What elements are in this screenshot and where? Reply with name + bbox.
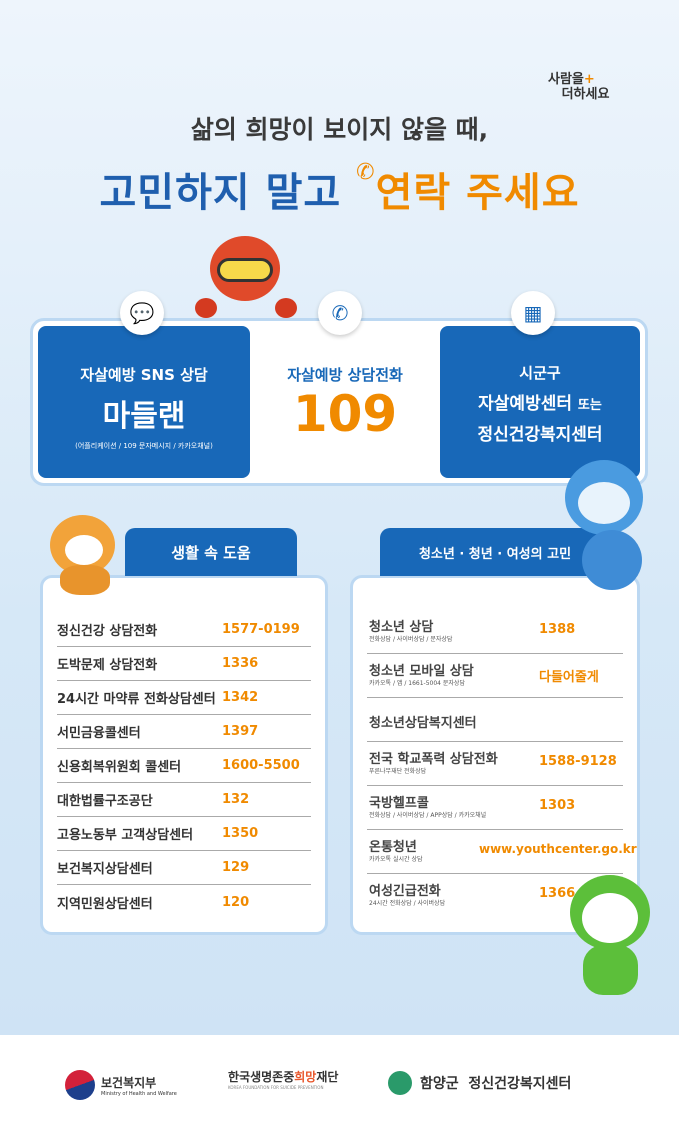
sns-title: 자살예방 SNS 상담 [80,366,208,384]
service-name: 청소년 모바일 상담 [369,664,474,679]
service-name: 서민금융콜센터 [57,726,141,741]
dog-mascot [40,510,125,595]
center-line2: 자살예방센터 또는 [478,394,602,414]
taeguk-emblem-icon [65,1070,95,1100]
service-sub: 전화상담 / 사이버상담 / APP상담 / 카카오채널 [369,812,487,819]
service-name: 지역민원상담센터 [57,896,153,912]
phone-number: 109 [292,385,398,443]
chat-icon: 💬 [120,291,164,335]
youth-help-header: 청소년 · 청년 · 여성의 고민 [380,528,610,576]
service-name: 온통청년 [369,840,417,855]
life-help-row[interactable]: 신용회복위원회 콜센터 1600-5500 [57,749,311,783]
service-name: 보건복지상담센터 [57,862,153,877]
local-center-logo: 함양군 정신건강복지센터 [388,1071,571,1095]
service-name: 국방헬프콜 [369,796,429,811]
sns-sub: (어플리케이션 / 109 문자메시지 / 카카오채널) [75,442,213,450]
service-sub: 24시간 전화상담 / 사이버상담 [369,900,446,907]
life-help-row[interactable]: 고용노동부 고객상담센터 1350 [57,817,311,851]
robot-mascot [195,236,297,318]
service-number: 1577-0199 [222,622,300,637]
service-sub: 카카오톡 실시간 상담 [369,856,423,863]
blue-mascot [560,460,650,590]
service-number: 1336 [222,656,259,671]
service-name: 전국 학교폭력 상담전화 [369,752,498,767]
life-help-row[interactable]: 정신건강 상담전화 1577-0199 [57,613,311,647]
service-name: 여성긴급전화 [369,884,441,899]
service-sub: 전화상담 / 사이버상담 / 문자상담 [369,636,453,643]
youth-help-card: 청소년 상담 전화상담 / 사이버상담 / 문자상담 1388 청소년 모바일 상담 카… [350,575,640,935]
service-name: 청소년 상담 [369,620,434,635]
service-number: 120 [222,894,250,910]
service-number: 1366 [539,886,576,901]
life-help-row[interactable]: 대한법률구조공단 132 [57,783,311,817]
service-name: 도박문제 상담전화 [57,658,158,673]
phone-title: 자살예방 상담전화 [287,366,403,384]
service-number: 1342 [222,690,259,705]
service-name: 24시간 마약류 전화상담센터 [57,692,216,707]
kfsp-logo: 한국생명존중희망재단 KOREA FOUNDATION FOR SUICIDE … [228,1070,339,1090]
service-sub: 카카오톡 / 앱 / 1661-5004 문자상담 [369,680,465,687]
service-number: 129 [222,860,250,875]
youth-help-row[interactable]: 청소년 상담 전화상담 / 사이버상담 / 문자상담 1388 [367,610,623,654]
service-number: www.youthcenter.go.kr [479,842,637,856]
service-name: 신용회복위원회 콜센터 [57,760,182,775]
mohw-logo: 보건복지부 Ministry of Health and Welfare [65,1070,177,1100]
green-mascot [555,875,665,1000]
service-name: 정신건강 상담전화 [57,624,158,639]
sns-name: 마들랜 [102,399,186,434]
service-number: 1303 [539,798,576,813]
footer [0,1035,679,1122]
life-help-row[interactable]: 도박문제 상담전화 1336 [57,647,311,681]
headline-line2: 고민하지 말고 ✆연락 주세요 [99,160,580,216]
life-help-header: 생활 속 도움 [125,528,297,576]
service-name: 청소년상담복지센터 [369,716,477,731]
youth-help-row[interactable]: 청소년 모바일 상담 카카오톡 / 앱 / 1661-5004 문자상담 다들어줄게 [367,654,623,698]
phone-icon: ✆ [318,291,362,335]
service-number: 1350 [222,826,259,841]
center-line3: 정신건강복지센터 [477,425,603,445]
service-number: 1397 [222,724,259,739]
center-line1: 시군구 [519,364,561,382]
service-sub: 푸른나무재단 전화상담 [369,768,427,775]
service-number: 132 [222,792,250,807]
life-help-row[interactable]: 24시간 마약류 전화상담센터 1342 [57,681,311,715]
service-number: 1588-9128 [539,754,617,769]
headline-line1: 삶의 희망이 보이지 않을 때, [190,115,489,144]
life-help-card: 정신건강 상담전화 1577-0199 도박문제 상담전화 1336 24시간 마약류 … [40,575,328,935]
service-name: 고용노동부 고객상담센터 [57,828,194,843]
service-name: 대한법률구조공단 [57,794,153,809]
building-icon: ▦ [511,291,555,335]
life-help-row[interactable]: 지역민원상담센터 120 [57,885,311,919]
center-emblem-icon [388,1071,412,1095]
youth-help-row[interactable]: 여성긴급전화 24시간 전화상담 / 사이버상담 1366 [367,874,623,918]
local-center-box[interactable]: 시군구 자살예방센터 또는 정신건강복지센터 [440,326,640,478]
brand-slogan: 사람을+ 더하세요 [548,72,610,102]
youth-help-row[interactable]: 전국 학교폭력 상담전화 푸른나무재단 전화상담 1588-9128 [367,742,623,786]
youth-help-row[interactable]: 온통청년 카카오톡 실시간 상담 www.youthcenter.go.kr [367,830,637,874]
service-number: 다들어줄게 [539,670,599,685]
service-number: 1600-5500 [222,758,300,773]
sns-counsel-box[interactable]: 자살예방 SNS 상담 마들랜 (어플리케이션 / 109 문자메시지 / 카카… [38,326,250,478]
life-help-row[interactable]: 서민금융콜센터 1397 [57,715,311,749]
youth-help-row[interactable]: 국방헬프콜 전화상담 / 사이버상담 / APP상담 / 카카오채널 1303 [367,786,623,830]
life-help-row[interactable]: 보건복지상담센터 129 [57,851,311,885]
phone-counsel-box[interactable]: 자살예방 상담전화 109 [250,326,440,478]
youth-help-row[interactable]: 청소년상담복지센터 [367,698,623,742]
service-number: 1388 [539,622,576,637]
phone-handset-icon: ✆ [356,160,376,185]
